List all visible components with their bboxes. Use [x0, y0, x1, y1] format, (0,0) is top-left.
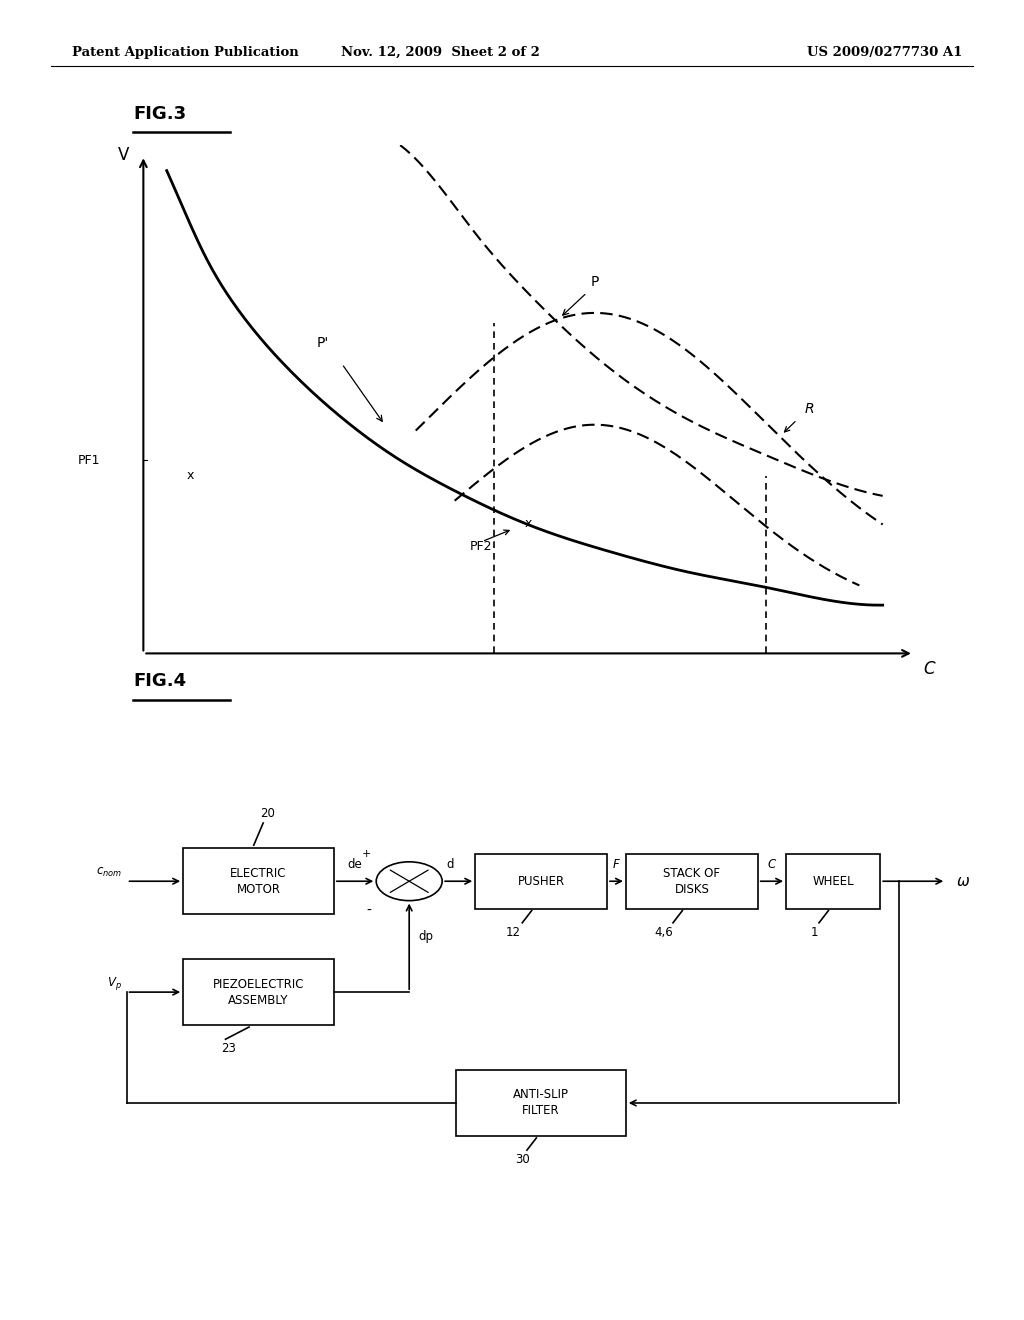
Text: $V_p$: $V_p$: [106, 975, 122, 993]
Text: C: C: [924, 660, 935, 677]
Text: Nov. 12, 2009  Sheet 2 of 2: Nov. 12, 2009 Sheet 2 of 2: [341, 46, 540, 59]
Text: 20: 20: [260, 808, 275, 820]
Text: $\omega$: $\omega$: [955, 874, 970, 888]
Text: C: C: [768, 858, 776, 871]
Text: WHEEL: WHEEL: [812, 875, 854, 888]
Text: F: F: [613, 858, 620, 871]
Text: 12: 12: [505, 925, 520, 939]
Text: 23: 23: [221, 1041, 236, 1055]
Text: PF1: PF1: [78, 454, 100, 467]
Text: FIG.4: FIG.4: [133, 672, 186, 690]
Bar: [183, 847, 334, 915]
Text: dp: dp: [419, 931, 433, 944]
Bar: [457, 1069, 626, 1137]
Text: 30: 30: [515, 1152, 529, 1166]
Text: x: x: [525, 517, 532, 531]
Text: PIEZOELECTRIC
ASSEMBLY: PIEZOELECTRIC ASSEMBLY: [213, 978, 304, 1007]
Text: $c_{nom}$: $c_{nom}$: [95, 866, 122, 879]
Text: x: x: [186, 469, 194, 482]
Text: PF2: PF2: [470, 540, 493, 553]
Text: P: P: [591, 276, 599, 289]
Text: US 2009/0277730 A1: US 2009/0277730 A1: [807, 46, 963, 59]
Text: -: -: [367, 903, 372, 917]
Text: d: d: [446, 858, 455, 871]
Text: FIG.3: FIG.3: [133, 104, 186, 123]
Text: R: R: [805, 403, 814, 417]
Text: 1: 1: [811, 925, 818, 939]
Text: Patent Application Publication: Patent Application Publication: [72, 46, 298, 59]
Bar: [475, 854, 607, 909]
Text: +: +: [362, 849, 372, 859]
Text: P': P': [316, 337, 329, 350]
Text: ELECTRIC
MOTOR: ELECTRIC MOTOR: [230, 867, 287, 896]
Bar: [626, 854, 758, 909]
Text: V: V: [118, 147, 130, 165]
Text: 4,6: 4,6: [654, 925, 673, 939]
Bar: [183, 958, 334, 1026]
Text: PUSHER: PUSHER: [517, 875, 564, 888]
Text: de: de: [347, 858, 362, 871]
Bar: [786, 854, 881, 909]
Text: STACK OF
DISKS: STACK OF DISKS: [664, 867, 720, 896]
Text: ANTI-SLIP
FILTER: ANTI-SLIP FILTER: [513, 1089, 569, 1118]
